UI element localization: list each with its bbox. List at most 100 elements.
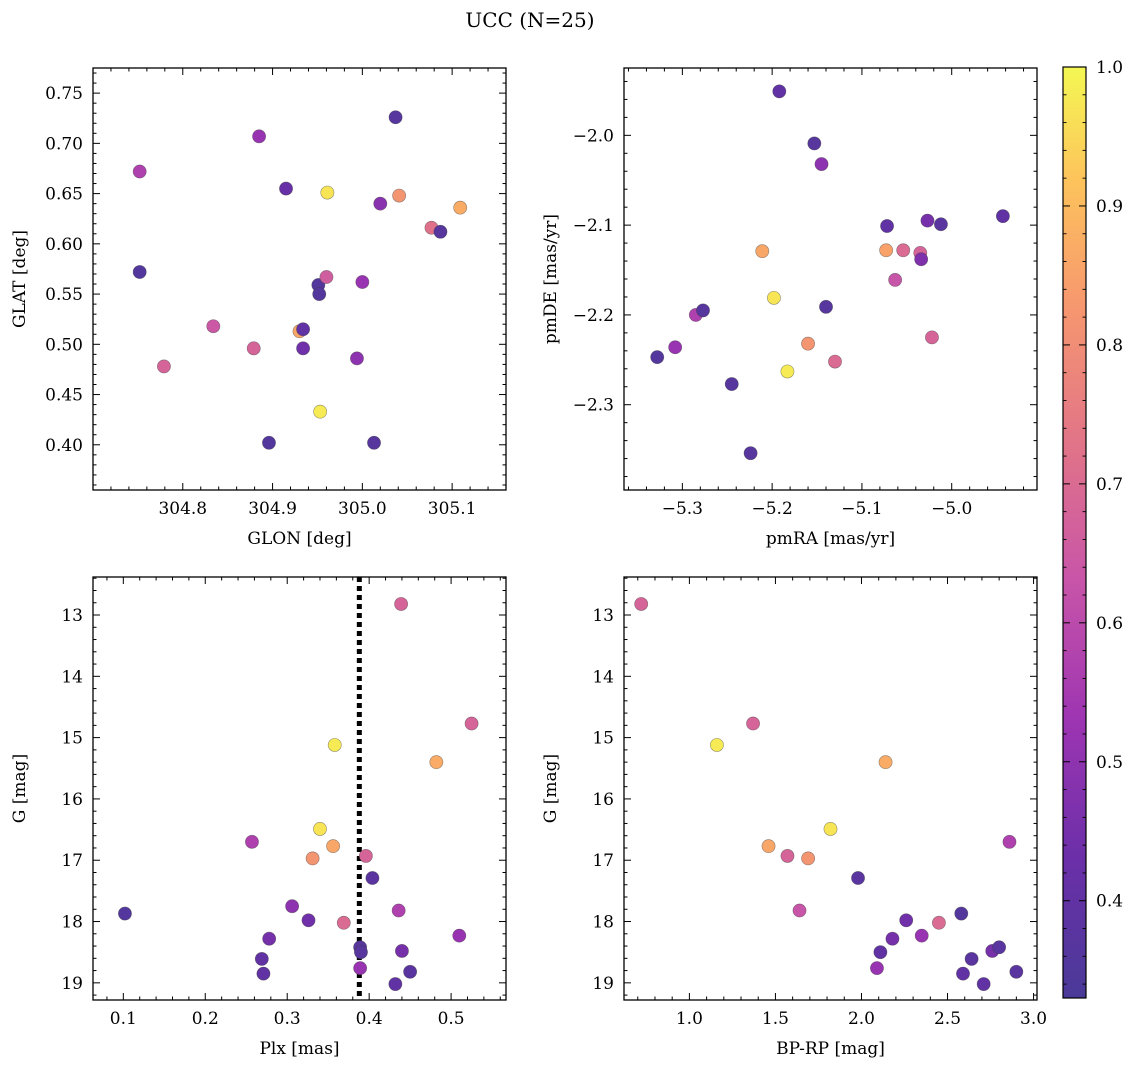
scatter-point (851, 871, 865, 885)
scatter-point (873, 945, 888, 960)
scatter-point (301, 913, 316, 928)
scatter-point (870, 961, 884, 976)
y-tick-label: 15 (592, 729, 614, 749)
x-tick-label: 0.2 (192, 1009, 219, 1029)
scatter-point (296, 322, 310, 337)
x-tick-label: 305.0 (338, 499, 387, 519)
y-tick-label: 0.50 (45, 335, 83, 355)
scatter-point (285, 899, 300, 914)
scatter-point (296, 341, 310, 356)
x-axis-label: pmRA [mas/yr] (766, 529, 895, 549)
scatter-point (801, 851, 816, 866)
scatter-point (964, 952, 979, 966)
x-tick-label: 0.4 (356, 1009, 383, 1029)
axis-ticks (624, 68, 1037, 490)
scatter-point (388, 110, 403, 125)
scatter-point (132, 265, 147, 279)
y-tick-label: 0.70 (45, 134, 83, 154)
y-tick-label: 13 (61, 606, 83, 626)
scatter-point (132, 164, 147, 179)
scatter-point (354, 945, 368, 960)
scatter-points (118, 597, 479, 991)
y-tick-label: −2.3 (573, 396, 614, 416)
x-tick-label: −5.0 (931, 499, 972, 519)
scatter-point (395, 944, 409, 958)
scatter-point (976, 977, 991, 991)
y-tick-label: 15 (61, 729, 83, 749)
scatter-point (710, 738, 724, 752)
y-tick-label: 0.45 (45, 386, 83, 406)
scatter-point (792, 903, 807, 918)
scatter-point (262, 435, 276, 450)
scatter-point (767, 290, 781, 305)
scatter-point (358, 849, 373, 863)
scatter-point (394, 597, 409, 611)
colorbar-gradient (1062, 66, 1087, 999)
y-tick-label: 0.65 (45, 185, 83, 205)
scatter-point (634, 597, 649, 611)
figure-title: UCC (N=25) (465, 8, 594, 32)
scatter-point (313, 404, 328, 419)
axes-frame (623, 67, 1038, 491)
scatter-point (320, 185, 335, 200)
scatter-point (279, 181, 293, 196)
y-tick-label: 18 (61, 913, 83, 933)
scatter-point (350, 351, 364, 366)
colorbar-tick-label: 0.9 (1096, 197, 1123, 217)
scatter-point (995, 209, 1010, 224)
scatter-point (650, 350, 665, 365)
scatter-point (388, 977, 403, 991)
scatter-points (634, 597, 1024, 991)
colorbar-tick-label: 0.5 (1096, 753, 1123, 773)
scatter-point (367, 435, 381, 450)
y-tick-label: 17 (61, 851, 83, 871)
y-tick-label: 0.40 (45, 436, 83, 456)
scatter-point (772, 84, 787, 99)
scatter-point (312, 287, 327, 301)
y-tick-label: 14 (592, 667, 614, 687)
scatter-point (313, 822, 327, 836)
axes-frame (92, 67, 507, 491)
scatter-point (327, 738, 342, 752)
y-tick-label: 0.55 (45, 285, 83, 305)
scatter-point (319, 270, 334, 284)
scatter-point (246, 341, 261, 356)
x-tick-label: 1.5 (762, 1009, 789, 1029)
scatter-point (464, 716, 479, 731)
scatter-point (801, 336, 815, 351)
colorbar-tick-label: 0.8 (1096, 336, 1123, 356)
y-tick-label: 14 (61, 667, 83, 687)
scatter-point (934, 217, 948, 232)
scatter-point (206, 319, 221, 334)
scatter-point (956, 966, 970, 981)
y-tick-label: −2.1 (573, 216, 614, 236)
y-tick-label: −2.2 (573, 306, 614, 326)
panel-pmra-pmde: −5.3 −5.2 −5.1 −5.0 −2.3 −2.2 −2.1 −2.0 pmRA [ma… (541, 67, 1038, 549)
panel-plx-g: 0.1 0.2 0.3 0.4 0.5 13 14 15 16 17 18 19 Plx [mas] G … (10, 576, 507, 1059)
scatter-point (157, 359, 171, 374)
scatter-point (743, 446, 758, 461)
scatter-point (755, 244, 770, 259)
scatter-point (925, 330, 939, 345)
y-tick-label: 16 (61, 790, 83, 810)
scatter-point (914, 928, 929, 943)
scatter-point (252, 129, 266, 144)
x-axis-label: GLON [deg] (247, 529, 351, 549)
scatter-point (780, 849, 795, 863)
scatter-point (823, 822, 838, 836)
x-tick-label: 3.0 (1020, 1009, 1047, 1029)
scatter-point (920, 213, 935, 228)
scatter-point (1009, 964, 1024, 979)
scatter-point (885, 931, 900, 946)
scatter-point (914, 252, 929, 267)
y-axis-label: G [mag] (10, 754, 30, 823)
panel-bprp-g: 1.0 1.5 2.0 2.5 3.0 13 14 15 16 17 18 19 BP-RP [mag]… (541, 576, 1047, 1059)
x-tick-label: −5.2 (752, 499, 793, 519)
scatter-point (879, 243, 894, 258)
x-tick-label: 0.1 (110, 1009, 137, 1029)
colorbar-tick-label: 0.7 (1096, 475, 1123, 495)
scatter-point (373, 196, 388, 211)
scatter-point (392, 188, 407, 203)
y-tick-label: 0.75 (45, 84, 83, 104)
scatter-point (896, 243, 911, 258)
